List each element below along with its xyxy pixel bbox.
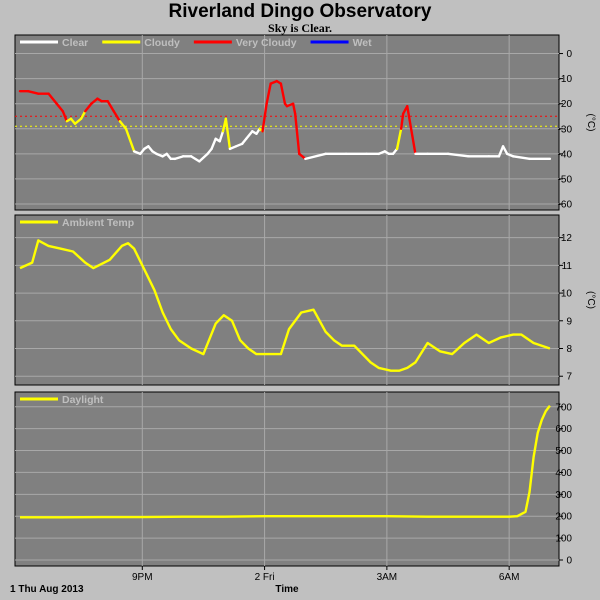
plot-area <box>14 391 560 567</box>
y-tick-label: 300 <box>555 490 572 501</box>
y-tick-label: -50 <box>558 174 573 185</box>
sky-temp-segment <box>124 127 136 153</box>
sky-temp-segment <box>55 102 65 113</box>
panel-sky: 0 -10 -20 -30 -40 -50 -60 (°C) Clear Cloudy Very C… <box>14 34 596 211</box>
sky-temp-segment <box>90 97 99 105</box>
sky-temp-segment <box>106 99 115 113</box>
y-tick-label: 8 <box>566 344 572 355</box>
series-line-daylight <box>20 404 551 519</box>
x-tick-label: 2 Fri <box>255 572 275 583</box>
legend-label: Ambient Temp <box>62 217 134 229</box>
x-tick-label: 3AM <box>377 572 398 583</box>
sky-status: Sky is Clear. <box>268 21 332 35</box>
sky-temp-segment <box>190 155 201 163</box>
sky-temp-segment <box>84 102 93 113</box>
y-tick-label: 12 <box>561 233 573 244</box>
legend-label: Wet <box>353 37 373 49</box>
sky-temp-segment <box>47 92 58 105</box>
y-tick-label: -40 <box>558 149 573 160</box>
sky-temp-segment <box>497 145 505 158</box>
sky-temp-segment <box>291 102 297 115</box>
y-tick-label: 600 <box>555 424 572 435</box>
y-tick-label: 500 <box>555 446 572 457</box>
sky-temp-segment <box>118 120 128 130</box>
y-tick-label: 7 <box>566 372 572 383</box>
sky-temp-segment <box>512 155 531 161</box>
y-tick-label: -10 <box>558 74 573 85</box>
sky-temp-segment <box>261 102 268 133</box>
sky-temp-segment <box>501 145 509 156</box>
y-tick-label: 200 <box>555 512 572 523</box>
legend-label: Daylight <box>62 394 104 406</box>
x-axis-label: Time <box>275 584 299 595</box>
series-line-ambient <box>19 239 551 372</box>
sky-temp-segment <box>198 152 209 163</box>
sky-temp-segment <box>279 82 287 105</box>
legend-label: Cloudy <box>144 37 180 49</box>
y-tick-label: 11 <box>562 261 573 272</box>
date-label: 1 Thu Aug 2013 <box>10 584 84 595</box>
x-tick-label: 6AM <box>499 572 520 583</box>
y-tick-label: 0 <box>566 556 572 567</box>
sky-temp-segment <box>406 104 417 156</box>
y-tick-label: 100 <box>555 534 572 545</box>
sky-temp-segment <box>224 117 232 151</box>
panel-daylight: 700 600 500 400 300 200 100 0 Daylight <box>14 391 572 567</box>
sky-temp-segment <box>399 112 405 130</box>
y-tick-label: 9 <box>566 316 572 327</box>
sky-temp-segment <box>245 130 254 141</box>
y-tick-label: 400 <box>555 468 572 479</box>
y-tick-label: 0 <box>566 49 572 60</box>
sky-temp-segment <box>26 89 40 95</box>
sky-temp-segment <box>446 152 470 158</box>
y-tick-label: 10 <box>561 289 573 300</box>
page-title: Riverland Dingo Observatory <box>168 1 432 22</box>
panel-ambient: 12 11 10 9 8 7 (°C) Ambient Temp <box>14 214 596 386</box>
plot-area <box>14 214 560 386</box>
legend-label: Very Cloudy <box>236 37 297 49</box>
sky-temp-segment <box>298 152 307 161</box>
sky-temp-segment <box>304 152 327 161</box>
sky-temp-segment <box>293 112 301 156</box>
y-tick-label: -20 <box>558 99 573 110</box>
sky-temp-segment <box>61 110 69 123</box>
y-tick-label: 700 <box>555 402 572 413</box>
plot-area <box>14 34 560 211</box>
sky-temp-segment <box>112 110 122 123</box>
y-axis-label: (°C) <box>585 114 596 132</box>
y-tick-label: -60 <box>558 200 573 211</box>
legend-label: Clear <box>62 37 88 49</box>
sky-temp-segment <box>73 117 83 125</box>
sky-temp-segment <box>173 155 185 161</box>
x-tick-label: 9PM <box>132 572 153 583</box>
sky-temp-segment <box>395 127 403 151</box>
sky-temp-segment <box>218 130 225 143</box>
sky-temp-segment <box>265 82 272 105</box>
sky-temp-segment <box>79 110 87 120</box>
y-axis-label: (°C) <box>585 291 596 309</box>
y-tick-label: -30 <box>558 124 573 135</box>
sky-temp-segment <box>210 137 217 151</box>
